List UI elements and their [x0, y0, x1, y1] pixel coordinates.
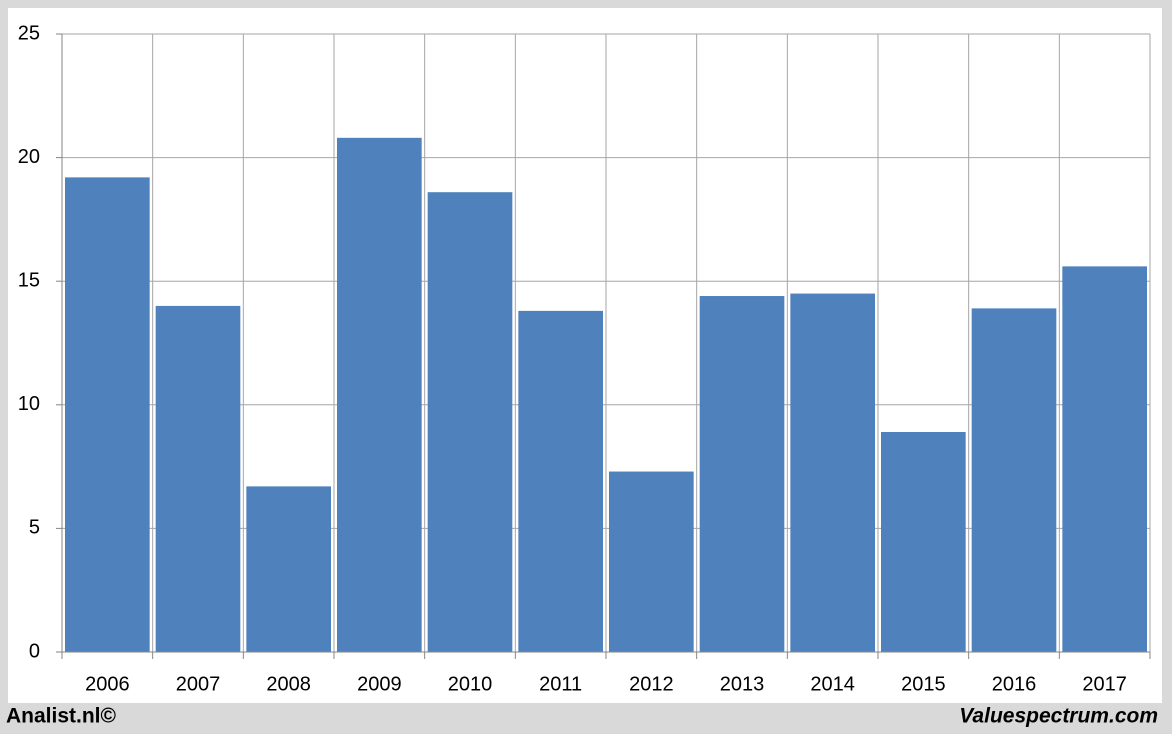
bar	[1062, 266, 1147, 652]
y-tick-label: 20	[18, 146, 40, 168]
x-tick-label: 2016	[992, 673, 1037, 695]
y-tick-label: 25	[18, 22, 40, 44]
x-tick-label: 2017	[1082, 673, 1127, 695]
y-tick-label: 10	[18, 393, 40, 415]
x-tick-label: 2010	[448, 673, 493, 695]
x-tick-label: 2007	[176, 673, 221, 695]
y-tick-label: 15	[18, 269, 40, 291]
x-tick-label: 2006	[85, 673, 130, 695]
y-tick-label: 0	[29, 640, 40, 662]
bar	[65, 177, 150, 652]
bar	[609, 471, 694, 652]
bar	[881, 431, 966, 652]
source-left: Analist.nl©	[6, 705, 117, 728]
x-tick-label: 2013	[720, 673, 765, 695]
bar	[518, 310, 603, 652]
bar	[971, 308, 1057, 652]
bar	[246, 486, 331, 652]
source-right: Valuespectrum.com	[959, 705, 1158, 728]
bar	[427, 192, 513, 652]
bar	[337, 137, 422, 653]
bar	[155, 305, 241, 652]
x-tick-label: 2008	[266, 673, 311, 695]
bar	[790, 293, 875, 652]
y-tick-label: 5	[29, 517, 40, 539]
x-tick-label: 2011	[539, 673, 582, 695]
x-tick-label: 2012	[629, 673, 674, 695]
x-tick-label: 2009	[357, 673, 402, 695]
x-tick-label: 2014	[810, 673, 855, 695]
bar	[699, 296, 785, 652]
x-tick-label: 2015	[901, 673, 946, 695]
